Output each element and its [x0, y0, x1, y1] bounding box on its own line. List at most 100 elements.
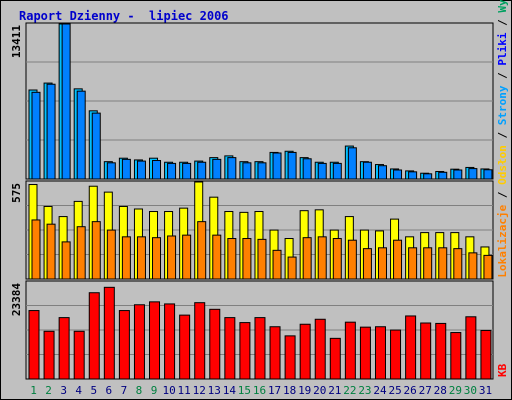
x-tick-label: 2 [45, 384, 52, 397]
bar-pliki-12 [197, 161, 207, 180]
bar-lokalizacje-16 [257, 238, 267, 280]
bar-pliki-20 [317, 162, 327, 180]
bar-kb-17 [269, 326, 281, 380]
x-tick-label: 13 [208, 384, 221, 397]
legend-odslon: Odsłon [496, 145, 509, 185]
x-tick-label: 9 [151, 384, 158, 397]
bar-lokalizacje-31 [483, 254, 493, 280]
bar-lokalizacje-7 [121, 236, 131, 280]
x-tick-label: 15 [238, 384, 251, 397]
bar-pliki-16 [257, 162, 267, 180]
bar-pliki-21 [332, 162, 342, 180]
bar-pliki-5 [91, 112, 101, 180]
right-legend: KB Lokalizacje / Odsłon / Strony / Pliki… [495, 0, 511, 377]
bar-pliki-25 [393, 169, 403, 180]
bar-kb-31 [480, 329, 492, 380]
bar-kb-27 [420, 322, 432, 380]
bar-pliki-23 [362, 161, 372, 180]
bar-pliki-17 [272, 152, 282, 180]
bar-kb-6 [103, 286, 115, 380]
x-tick-label: 24 [373, 384, 387, 397]
bar-lokalizacje-8 [136, 236, 146, 280]
bar-kb-12 [194, 302, 206, 380]
x-tick-label: 28 [434, 384, 447, 397]
bar-lokalizacje-1 [31, 219, 41, 280]
x-tick-label: 3 [60, 384, 67, 397]
bar-kb-30 [465, 316, 477, 380]
x-tick-label: 25 [388, 384, 401, 397]
bar-lokalizacje-9 [152, 237, 162, 280]
bar-kb-7 [118, 310, 130, 380]
bar-kb-21 [329, 337, 341, 380]
x-tick-label: 27 [419, 384, 432, 397]
bar-pliki-24 [377, 165, 387, 180]
bar-lokalizacje-30 [468, 252, 478, 280]
y-max-label: 13411 [10, 25, 23, 58]
x-tick-label: 4 [75, 384, 82, 397]
bar-lokalizacje-21 [332, 238, 342, 280]
bar-pliki-10 [167, 162, 177, 180]
legend-strony: Strony [496, 85, 509, 126]
bar-kb-8 [133, 304, 145, 380]
x-tick-label: 21 [328, 384, 341, 397]
bar-kb-26 [405, 315, 417, 380]
bar-kb-25 [390, 329, 402, 380]
bar-lokalizacje-19 [302, 237, 312, 280]
bar-kb-15 [239, 322, 251, 380]
bar-lokalizacje-12 [197, 221, 207, 280]
bar-lokalizacje-22 [347, 239, 357, 280]
bar-lokalizacje-3 [61, 241, 71, 280]
bar-lokalizacje-29 [453, 248, 463, 280]
bar-pliki-3 [61, 23, 71, 180]
bar-kb-18 [284, 335, 296, 380]
y-max-label: 575 [10, 183, 23, 203]
x-tick-label: 16 [253, 384, 266, 397]
bar-pliki-4 [76, 90, 86, 180]
bar-lokalizacje-11 [182, 234, 192, 280]
bar-kb-3 [58, 317, 70, 380]
bar-lokalizacje-18 [287, 256, 297, 280]
chart-title: Raport Dzienny - lipiec 2006 [19, 9, 229, 23]
bar-pliki-6 [106, 162, 116, 180]
bar-lokalizacje-13 [212, 234, 222, 280]
bar-kb-9 [149, 301, 161, 380]
bar-pliki-27 [423, 173, 433, 180]
x-tick-label: 7 [121, 384, 128, 397]
bar-kb-2 [43, 330, 55, 380]
bar-lokalizacje-28 [438, 247, 448, 280]
bar-lokalizacje-14 [227, 238, 237, 280]
chart-panel-2: 575 [10, 180, 494, 280]
bar-pliki-9 [152, 160, 162, 180]
bar-kb-20 [314, 318, 326, 380]
x-tick-label: 10 [162, 384, 175, 397]
bar-pliki-7 [121, 158, 131, 180]
bar-pliki-29 [453, 169, 463, 180]
bar-kb-1 [28, 310, 40, 380]
bar-kb-5 [88, 292, 100, 380]
bar-kb-14 [224, 317, 236, 380]
x-tick-label: 17 [268, 384, 281, 397]
bar-kb-11 [179, 314, 191, 380]
bar-pliki-18 [287, 151, 297, 180]
x-tick-label: 26 [404, 384, 417, 397]
bar-kb-28 [435, 322, 447, 380]
x-tick-label: 1 [30, 384, 37, 397]
bar-kb-24 [374, 326, 386, 380]
bar-lokalizacje-26 [408, 247, 418, 280]
y-max-label: 23384 [10, 283, 23, 316]
bar-lokalizacje-15 [242, 238, 252, 280]
bar-lokalizacje-17 [272, 249, 282, 280]
bar-pliki-31 [483, 169, 493, 180]
bar-lokalizacje-5 [91, 221, 101, 280]
bar-pliki-22 [347, 147, 357, 180]
bar-kb-13 [209, 308, 221, 380]
legend-separator: / [496, 125, 509, 146]
bar-lokalizacje-6 [106, 229, 116, 280]
legend-pliki: Pliki [496, 32, 509, 66]
bar-lokalizacje-2 [46, 223, 56, 280]
x-tick-label: 29 [449, 384, 462, 397]
x-tick-label: 12 [193, 384, 206, 397]
x-tick-label: 30 [464, 384, 477, 397]
x-tick-label: 18 [283, 384, 296, 397]
chart-panel-3: 23384 [10, 280, 494, 380]
